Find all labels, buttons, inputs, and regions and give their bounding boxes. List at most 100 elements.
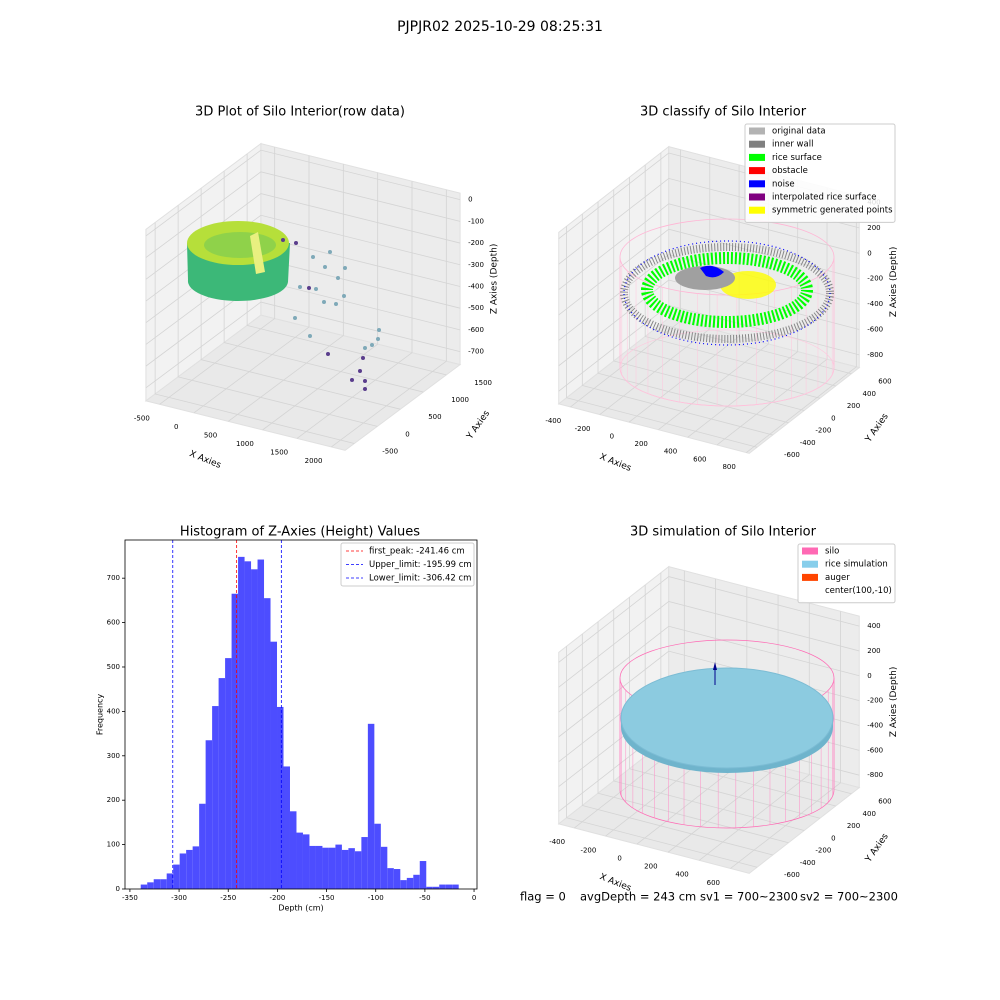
bar	[406, 877, 414, 889]
y-tick-label: -600	[784, 451, 800, 459]
y-tick-label: 600	[878, 378, 891, 386]
point	[363, 379, 367, 383]
z-tick-label: 0	[867, 249, 871, 257]
y-tick-label: 400	[107, 707, 120, 715]
pane	[144, 314, 462, 451]
y-tick-label: 600	[107, 619, 120, 627]
z-tick-label: -500	[468, 304, 484, 312]
bar	[153, 879, 161, 889]
y-tick-label: 100	[107, 841, 120, 849]
bar	[315, 845, 323, 889]
point	[358, 369, 362, 373]
grid-line	[629, 597, 821, 819]
z-tick-label: -300	[468, 261, 484, 269]
y-tick-label: 700	[107, 574, 120, 582]
bar	[400, 880, 407, 889]
x-tick-label: 1000	[236, 440, 254, 448]
grid-line	[246, 153, 447, 376]
grid-line	[228, 164, 344, 422]
z-tick-label: -600	[867, 326, 883, 334]
y-tick-label: 500	[107, 663, 120, 671]
bar	[374, 823, 381, 889]
grid-line	[558, 576, 860, 663]
x-tick-label: -200	[575, 425, 591, 433]
z-tick-label: -400	[867, 721, 883, 729]
z-tick-label: 0	[468, 196, 472, 204]
z-tick-label: 200	[867, 647, 880, 655]
x-tick-label: -150	[319, 894, 335, 902]
point	[328, 250, 332, 254]
bar	[270, 641, 278, 889]
decorations	[187, 218, 835, 829]
x-tick-label: 1500	[270, 449, 288, 457]
grid-line	[145, 171, 461, 258]
point	[323, 265, 327, 269]
x-tick-label: 400	[675, 871, 688, 879]
point	[293, 316, 297, 320]
grid-line	[193, 155, 310, 414]
bar	[341, 849, 349, 889]
x-tick-label: 400	[664, 448, 677, 456]
grid-line	[558, 625, 860, 713]
grid-line	[331, 189, 447, 448]
bar	[199, 803, 206, 889]
z-tick-label: 400	[867, 622, 880, 630]
point	[343, 266, 347, 270]
bar	[419, 861, 427, 889]
x-tick-label: -250	[220, 894, 236, 902]
point	[376, 337, 380, 341]
bar	[289, 811, 297, 889]
point	[361, 356, 365, 360]
grid-line	[566, 646, 758, 868]
x-tick-label: 0	[617, 854, 621, 862]
bar	[387, 868, 394, 889]
bar	[192, 846, 200, 889]
z-tick-label: -800	[867, 351, 883, 359]
z-tick-label: -700	[468, 348, 484, 356]
grid-line	[145, 149, 461, 237]
bar	[251, 569, 258, 889]
point	[336, 276, 340, 280]
y-tick-label: -200	[815, 847, 831, 855]
legend-box	[797, 543, 896, 604]
bar	[264, 598, 271, 889]
point	[314, 287, 318, 291]
x-tick-label: 200	[644, 863, 657, 871]
point	[322, 300, 326, 304]
figure-title: PJPJR02 2025-10-29 08:25:31	[397, 19, 603, 35]
point-cloud	[700, 265, 724, 278]
x-tick-label: -500	[134, 415, 150, 423]
grid-line	[177, 205, 378, 427]
grid-line	[558, 254, 860, 341]
legend-swatch	[749, 193, 765, 201]
grid-line	[581, 634, 773, 856]
bar	[244, 561, 252, 889]
bar	[426, 886, 433, 889]
status-text: avgDepth = 243 cm	[580, 890, 696, 904]
bar	[309, 845, 316, 889]
y-tick-label: -400	[800, 859, 816, 867]
y-tick-label: 400	[863, 390, 876, 398]
y-tick-label: 300	[107, 752, 120, 760]
z-tick-label: -100	[468, 217, 484, 225]
z-tick-label: 0	[867, 672, 871, 680]
bar	[452, 884, 459, 889]
grid-line	[558, 228, 860, 316]
legend-label: Upper_limit: -195.99 cm	[369, 560, 472, 570]
bar	[367, 723, 375, 889]
y-tick-label: 200	[107, 796, 120, 804]
y-tick-label: 1000	[451, 396, 469, 404]
grid-line	[262, 172, 379, 431]
bar	[277, 706, 284, 889]
z-tick-label: -600	[867, 746, 883, 754]
legend-label: original data	[772, 127, 826, 137]
y-tick-label: 400	[863, 810, 876, 818]
z-tick-label: -200	[867, 697, 883, 705]
y-tick-label: 0	[405, 430, 409, 438]
y-tick-label: 0	[831, 834, 835, 842]
x-tick-label: 800	[722, 463, 735, 471]
bar	[432, 886, 440, 889]
x-tick-label: 2000	[305, 457, 323, 465]
bar	[212, 706, 219, 889]
